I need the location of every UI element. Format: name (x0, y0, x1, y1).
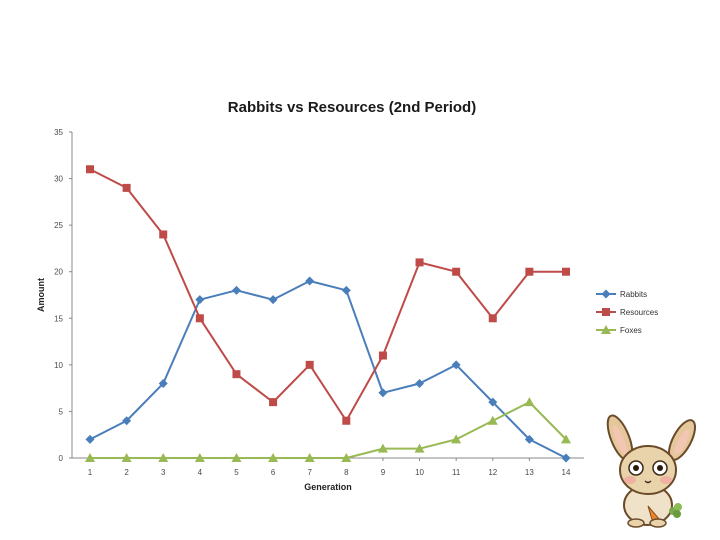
data-point-rabbits (524, 434, 534, 444)
data-point-rabbits (488, 397, 498, 407)
data-point-foxes (487, 415, 498, 425)
data-point-resources (342, 416, 351, 425)
data-point-resources (122, 183, 131, 192)
legend-label-foxes: Foxes (620, 326, 642, 335)
series-resources (86, 165, 570, 425)
y-axis-title: Amount (36, 278, 46, 312)
chart-title: Rabbits vs Resources (2nd Period) (228, 99, 476, 116)
data-point-resources (488, 314, 497, 323)
legend-label-rabbits: Rabbits (620, 290, 647, 299)
x-tick-label: 11 (452, 468, 461, 477)
data-point-foxes (158, 453, 169, 462)
x-tick-label: 12 (488, 468, 497, 477)
data-point-foxes (268, 453, 279, 462)
data-point-foxes (304, 453, 315, 462)
x-tick-label: 9 (381, 468, 386, 477)
data-point-resources (378, 351, 387, 360)
data-point-foxes (414, 443, 425, 453)
data-point-rabbits (415, 378, 425, 388)
data-point-rabbits (231, 285, 241, 295)
x-axis-ticks: 1 2 3 4 5 6 7 8 9 10 11 12 13 14 (88, 458, 571, 477)
legend-marker-rabbits (601, 289, 611, 299)
data-point-foxes (377, 443, 388, 453)
data-point-rabbits (122, 416, 132, 426)
series-line-resources (89, 168, 566, 422)
data-point-resources (86, 165, 94, 174)
y-tick-label: 25 (54, 221, 63, 230)
x-tick-label: 13 (525, 468, 534, 477)
data-point-rabbits (451, 360, 461, 370)
bunny-mascot-icon (606, 414, 697, 528)
y-axis-ticks: 0 5 10 15 20 25 30 35 (54, 128, 72, 463)
data-point-rabbits (268, 295, 278, 305)
data-point-resources (195, 314, 204, 323)
y-tick-label: 20 (54, 268, 63, 277)
legend-label-resources: Resources (620, 308, 658, 317)
data-point-resources (159, 230, 168, 239)
legend: Rabbits Resources Foxes (596, 289, 658, 335)
x-tick-label: 2 (124, 468, 129, 477)
data-point-rabbits (195, 295, 205, 305)
data-point-resources (452, 267, 461, 276)
data-point-rabbits (85, 434, 95, 444)
data-point-foxes (524, 397, 535, 407)
y-tick-label: 0 (59, 454, 64, 463)
x-tick-label: 7 (307, 468, 312, 477)
data-point-foxes (561, 434, 571, 444)
data-point-resources (305, 360, 314, 369)
x-tick-label: 5 (234, 468, 239, 477)
y-tick-label: 10 (54, 361, 63, 370)
x-tick-label: 14 (562, 468, 571, 477)
data-point-foxes (231, 453, 242, 462)
series-layer (85, 165, 571, 463)
data-point-resources (269, 398, 278, 407)
y-tick-label: 35 (54, 128, 63, 137)
y-tick-label: 5 (59, 407, 64, 416)
data-point-foxes (121, 453, 132, 462)
data-point-rabbits (341, 285, 351, 295)
data-point-foxes (451, 434, 462, 444)
series-rabbits (85, 276, 571, 463)
data-point-rabbits (158, 378, 168, 388)
data-point-rabbits (561, 453, 571, 463)
data-point-resources (232, 370, 241, 379)
data-point-resources (562, 267, 570, 276)
x-tick-label: 3 (161, 468, 166, 477)
data-point-foxes (85, 453, 95, 462)
data-point-resources (415, 258, 424, 267)
y-tick-label: 30 (54, 175, 63, 184)
x-tick-label: 1 (88, 468, 93, 477)
legend-marker-resources (602, 308, 610, 316)
legend-item-rabbits: Rabbits (596, 289, 647, 299)
legend-item-resources: Resources (596, 308, 658, 317)
x-axis-title: Generation (304, 482, 352, 492)
series-foxes (85, 397, 571, 462)
x-tick-label: 8 (344, 468, 349, 477)
data-point-foxes (341, 453, 352, 462)
x-tick-label: 10 (415, 468, 424, 477)
x-tick-label: 4 (198, 468, 203, 477)
series-line-foxes (90, 401, 567, 459)
legend-marker-foxes (601, 325, 611, 334)
data-point-foxes (194, 453, 205, 462)
data-point-rabbits (305, 276, 315, 286)
series-line-rabbits (89, 280, 567, 459)
data-point-rabbits (378, 388, 388, 398)
y-tick-label: 15 (54, 314, 63, 323)
legend-item-foxes: Foxes (596, 325, 642, 335)
x-tick-label: 6 (271, 468, 276, 477)
data-point-resources (525, 267, 534, 276)
